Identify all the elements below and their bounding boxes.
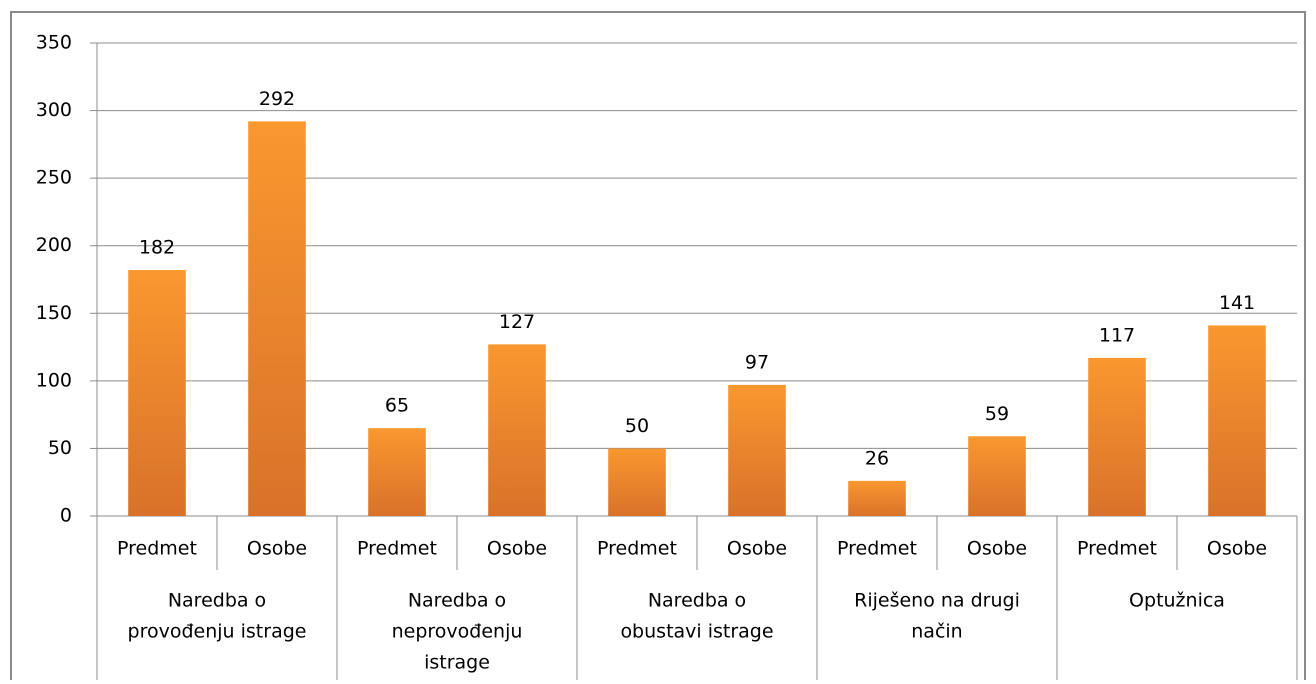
bar <box>728 384 786 516</box>
bar <box>1088 357 1146 516</box>
value-label: 141 <box>1219 292 1255 314</box>
group-label: provođenju istrage <box>128 621 307 643</box>
bar <box>488 344 546 516</box>
x-tick-label: Osobe <box>967 538 1027 560</box>
y-tick-label: 100 <box>36 369 72 391</box>
value-label: 59 <box>985 403 1009 425</box>
group-label: neprovođenju <box>392 621 523 643</box>
x-tick-label: Osobe <box>247 538 307 560</box>
bar <box>128 270 186 516</box>
x-tick-label: Predmet <box>357 538 437 560</box>
value-label: 50 <box>625 415 649 437</box>
x-tick-label: Predmet <box>597 538 677 560</box>
y-tick-label: 300 <box>36 99 72 121</box>
x-tick-label: Predmet <box>117 538 197 560</box>
bar <box>248 121 306 516</box>
x-tick-label: Predmet <box>837 538 917 560</box>
group-label: Naredba o <box>168 590 266 612</box>
value-label: 65 <box>385 395 409 417</box>
value-label: 127 <box>499 311 535 333</box>
bar <box>968 436 1026 516</box>
y-tick-label: 0 <box>60 505 72 527</box>
x-tick-label: Osobe <box>487 538 547 560</box>
x-tick-label: Predmet <box>1077 538 1157 560</box>
group-label: Naredba o <box>408 590 506 612</box>
group-label: Naredba o <box>648 590 746 612</box>
bar <box>368 428 426 516</box>
x-tick-label: Osobe <box>1207 538 1267 560</box>
y-tick-label: 250 <box>36 167 72 189</box>
value-label: 97 <box>745 351 769 373</box>
value-label: 117 <box>1099 324 1135 346</box>
y-tick-label: 50 <box>48 437 72 459</box>
y-tick-label: 150 <box>36 302 72 324</box>
y-tick-label: 200 <box>36 234 72 256</box>
group-label: obustavi istrage <box>620 621 773 643</box>
x-tick-label: Osobe <box>727 538 787 560</box>
group-label: istrage <box>424 652 490 674</box>
value-label: 26 <box>865 447 889 469</box>
group-label: Optužnica <box>1129 590 1225 612</box>
value-label: 182 <box>139 237 175 259</box>
bar <box>848 480 906 516</box>
y-tick-label: 350 <box>36 32 72 54</box>
value-label: 292 <box>259 88 295 110</box>
bar <box>608 448 666 516</box>
bar <box>1208 325 1266 516</box>
group-label: način <box>911 621 962 643</box>
group-label: Riješeno na drugi <box>854 590 1020 612</box>
